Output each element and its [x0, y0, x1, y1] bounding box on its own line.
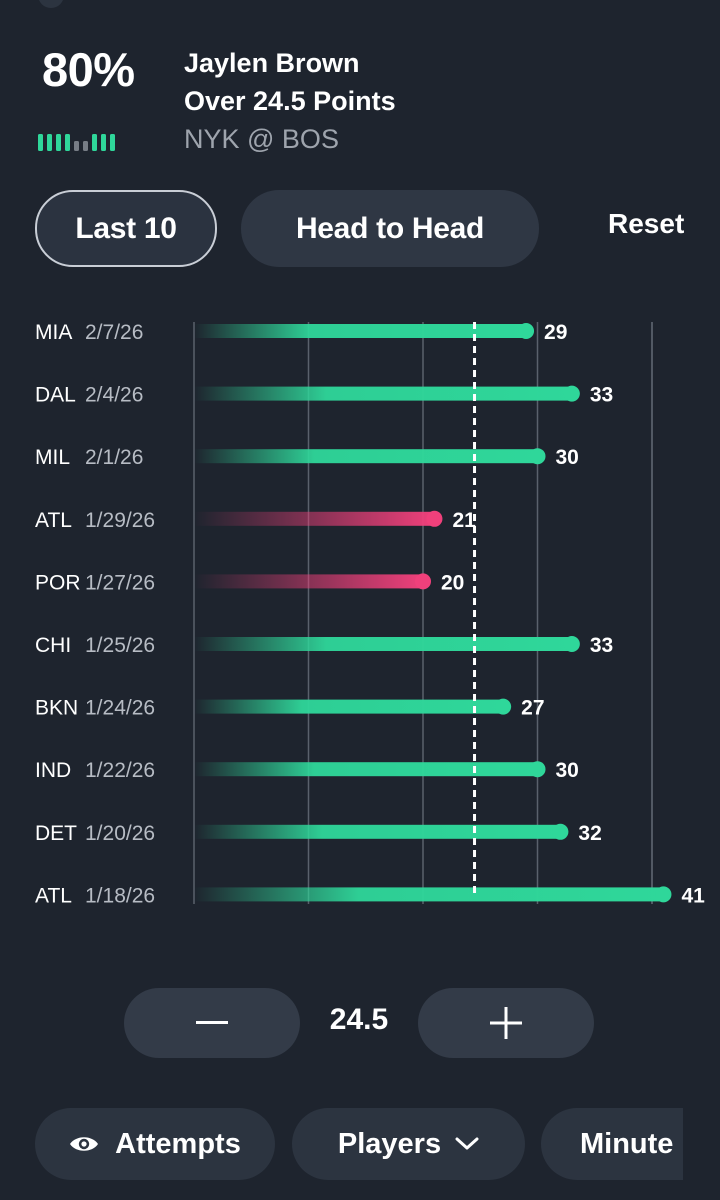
bar-value-label: 29 — [544, 321, 567, 344]
opponent-label: MIL — [35, 446, 70, 469]
bar-endpoint — [563, 636, 580, 652]
reset-button[interactable]: Reset — [608, 208, 685, 239]
increase-line-button[interactable] — [418, 988, 594, 1058]
strength-bar — [47, 134, 52, 151]
eye-icon — [69, 1134, 99, 1154]
decrease-line-button[interactable] — [124, 988, 300, 1058]
opponent-label: BKN — [35, 697, 78, 720]
hit-probability: 80% — [42, 43, 135, 96]
line-value: 24.5 — [329, 1003, 389, 1036]
filter-players[interactable]: Players — [292, 1108, 525, 1180]
bar-endpoint — [529, 448, 546, 465]
bar-endpoint — [426, 510, 443, 527]
opponent-label: CHI — [35, 634, 71, 657]
tab-head-to-head[interactable]: Head to Head — [241, 190, 539, 267]
tab-last-10[interactable]: Last 10 — [35, 190, 217, 267]
opponent-label: DAL — [35, 384, 76, 407]
bar-value-label: 33 — [590, 384, 613, 407]
prop-line: Over 24.5 Points — [184, 86, 396, 116]
bar-endpoint — [495, 698, 512, 715]
minus-icon — [196, 1021, 228, 1024]
bar-value-label: 20 — [441, 571, 464, 594]
player-name: Jaylen Brown — [184, 48, 360, 78]
bar — [194, 324, 527, 338]
strength-bar — [83, 141, 88, 151]
bar-value-label: 30 — [556, 446, 579, 469]
strength-bar — [38, 134, 43, 151]
game-date-label: 2/1/26 — [85, 446, 143, 469]
game-date-label: 1/29/26 — [85, 509, 155, 532]
game-date-label: 1/22/26 — [85, 759, 155, 782]
opponent-label: POR — [35, 571, 81, 594]
bar — [194, 762, 538, 777]
bar — [194, 887, 664, 902]
bar-endpoint — [529, 761, 546, 778]
strength-meter — [38, 134, 115, 151]
strength-bar — [110, 134, 115, 151]
bar — [194, 511, 435, 526]
bar — [194, 574, 423, 589]
bar-endpoint — [518, 323, 535, 339]
game-log-chart: 29 MIA 2/7/26 33 DAL 2/4/26 30 MIL 2/1/26 21 ATL 1/… — [35, 321, 705, 907]
strength-bar — [92, 134, 97, 151]
filter-attempts-label: Attempts — [115, 1127, 241, 1160]
bar-endpoint — [563, 385, 580, 402]
bar — [194, 449, 538, 464]
game-date-label: 1/27/26 — [85, 571, 155, 594]
filter-minutes-label: Minute — [580, 1127, 674, 1160]
bar — [194, 699, 504, 714]
bar-value-label: 30 — [556, 759, 579, 782]
opponent-label: IND — [35, 759, 71, 782]
strength-bar — [65, 134, 70, 151]
game-date-label: 1/20/26 — [85, 822, 155, 845]
game-date-label: 1/25/26 — [85, 634, 155, 657]
strength-bar — [74, 141, 79, 151]
game-date-label: 1/24/26 — [85, 697, 155, 720]
game-date-label: 2/7/26 — [85, 321, 143, 344]
handle-nub — [38, 0, 64, 8]
strength-bar — [56, 134, 61, 151]
bar — [194, 386, 572, 401]
filter-attempts[interactable]: Attempts — [35, 1108, 275, 1180]
matchup: NYK @ BOS — [184, 124, 339, 154]
bar — [194, 824, 561, 839]
bar — [194, 637, 572, 651]
chevron-down-icon — [455, 1137, 479, 1151]
bar-value-label: 27 — [521, 697, 544, 720]
bar-endpoint — [415, 573, 431, 590]
game-date-label: 1/18/26 — [85, 884, 155, 907]
strength-bar — [101, 134, 106, 151]
bar-endpoint — [655, 886, 672, 903]
bar-value-label: 21 — [452, 509, 476, 532]
bar-value-label: 33 — [590, 634, 613, 657]
opponent-label: MIA — [35, 321, 72, 344]
opponent-label: ATL — [35, 884, 72, 907]
game-date-label: 2/4/26 — [85, 384, 143, 407]
plus-icon — [490, 1007, 522, 1039]
bar-value-label: 32 — [578, 822, 601, 845]
opponent-label: ATL — [35, 509, 72, 532]
filter-minutes[interactable]: Minute — [541, 1108, 683, 1180]
bar-endpoint — [552, 823, 569, 840]
prop-title: Jaylen Brown Over 24.5 Points — [184, 44, 396, 120]
filter-players-label: Players — [337, 1127, 442, 1160]
bar-value-label: 41 — [681, 884, 705, 907]
opponent-label: DET — [35, 822, 77, 845]
